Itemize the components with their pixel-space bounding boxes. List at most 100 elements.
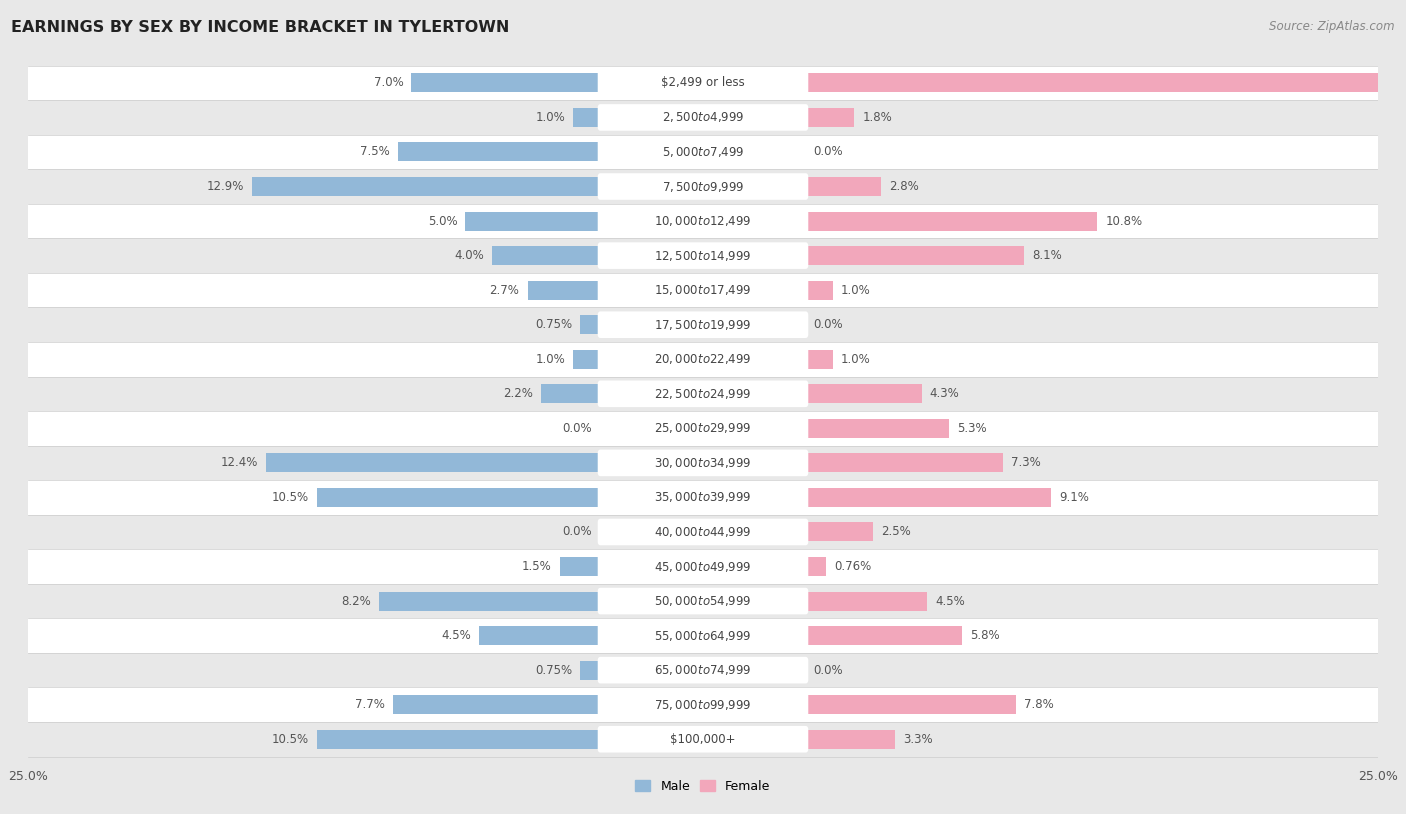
Text: 0.75%: 0.75% — [534, 663, 572, 676]
Bar — [28, 549, 1378, 584]
Text: 2.7%: 2.7% — [489, 283, 519, 296]
Bar — [266, 453, 600, 472]
Bar — [28, 342, 1378, 377]
Bar — [806, 177, 882, 196]
Text: 5.0%: 5.0% — [427, 215, 457, 228]
Bar — [806, 557, 827, 576]
Text: 12.4%: 12.4% — [221, 457, 257, 470]
FancyBboxPatch shape — [598, 104, 808, 131]
FancyBboxPatch shape — [598, 138, 808, 165]
Bar — [380, 592, 600, 610]
Text: $7,500 to $9,999: $7,500 to $9,999 — [662, 180, 744, 194]
Bar — [28, 584, 1378, 619]
Text: $22,500 to $24,999: $22,500 to $24,999 — [654, 387, 752, 400]
FancyBboxPatch shape — [598, 243, 808, 269]
Bar — [412, 73, 600, 92]
FancyBboxPatch shape — [598, 208, 808, 234]
Bar — [806, 695, 1017, 714]
Bar — [28, 619, 1378, 653]
Text: 2.2%: 2.2% — [503, 387, 533, 400]
Bar — [806, 592, 927, 610]
Bar — [28, 100, 1378, 134]
Text: 10.8%: 10.8% — [1105, 215, 1142, 228]
FancyBboxPatch shape — [598, 380, 808, 407]
Bar — [806, 281, 832, 300]
Text: 1.0%: 1.0% — [841, 352, 870, 365]
Bar — [28, 273, 1378, 308]
Bar — [28, 411, 1378, 445]
Bar — [28, 377, 1378, 411]
Text: $75,000 to $99,999: $75,000 to $99,999 — [654, 698, 752, 711]
Text: 4.5%: 4.5% — [441, 629, 471, 642]
Text: 1.0%: 1.0% — [536, 111, 565, 124]
Bar — [806, 730, 894, 749]
Text: $55,000 to $64,999: $55,000 to $64,999 — [654, 628, 752, 642]
Text: 1.8%: 1.8% — [862, 111, 891, 124]
FancyBboxPatch shape — [598, 726, 808, 753]
Bar — [316, 488, 600, 507]
FancyBboxPatch shape — [598, 657, 808, 684]
Text: $10,000 to $12,499: $10,000 to $12,499 — [654, 214, 752, 228]
Text: 5.3%: 5.3% — [956, 422, 987, 435]
Text: $17,500 to $19,999: $17,500 to $19,999 — [654, 317, 752, 332]
Text: $25,000 to $29,999: $25,000 to $29,999 — [654, 422, 752, 435]
Text: $2,499 or less: $2,499 or less — [661, 77, 745, 90]
Text: Source: ZipAtlas.com: Source: ZipAtlas.com — [1270, 20, 1395, 33]
Bar — [28, 134, 1378, 169]
Bar — [492, 246, 600, 265]
Text: 4.0%: 4.0% — [454, 249, 484, 262]
Text: $45,000 to $49,999: $45,000 to $49,999 — [654, 559, 752, 574]
Text: 1.5%: 1.5% — [522, 560, 551, 573]
Bar — [581, 315, 600, 335]
Text: $35,000 to $39,999: $35,000 to $39,999 — [654, 490, 752, 505]
Text: 7.5%: 7.5% — [360, 146, 389, 159]
Text: 0.0%: 0.0% — [562, 526, 592, 539]
FancyBboxPatch shape — [598, 415, 808, 442]
Text: $100,000+: $100,000+ — [671, 733, 735, 746]
Bar — [28, 239, 1378, 273]
Bar — [28, 688, 1378, 722]
Text: 3.3%: 3.3% — [903, 733, 932, 746]
Bar — [806, 453, 1002, 472]
Bar — [28, 204, 1378, 239]
Text: 9.1%: 9.1% — [1059, 491, 1090, 504]
Bar — [581, 661, 600, 680]
Bar — [28, 480, 1378, 514]
Bar — [574, 108, 600, 127]
Bar — [806, 212, 1097, 230]
Bar — [574, 350, 600, 369]
FancyBboxPatch shape — [598, 554, 808, 580]
Bar — [28, 66, 1378, 100]
Text: 7.0%: 7.0% — [374, 77, 404, 90]
Text: 1.0%: 1.0% — [536, 352, 565, 365]
Text: 0.0%: 0.0% — [814, 318, 844, 331]
Text: $30,000 to $34,999: $30,000 to $34,999 — [654, 456, 752, 470]
FancyBboxPatch shape — [598, 691, 808, 718]
Text: 4.3%: 4.3% — [929, 387, 959, 400]
Text: 5.8%: 5.8% — [970, 629, 1000, 642]
Text: 2.8%: 2.8% — [889, 180, 920, 193]
FancyBboxPatch shape — [598, 173, 808, 199]
Text: 7.3%: 7.3% — [1011, 457, 1040, 470]
Text: $5,000 to $7,499: $5,000 to $7,499 — [662, 145, 744, 159]
Text: 0.75%: 0.75% — [534, 318, 572, 331]
Bar — [398, 142, 600, 161]
Bar — [806, 488, 1052, 507]
Bar — [527, 281, 600, 300]
Text: $2,500 to $4,999: $2,500 to $4,999 — [662, 111, 744, 125]
Text: 12.9%: 12.9% — [207, 180, 245, 193]
Text: $40,000 to $44,999: $40,000 to $44,999 — [654, 525, 752, 539]
FancyBboxPatch shape — [598, 312, 808, 338]
Bar — [806, 108, 855, 127]
Text: 2.5%: 2.5% — [882, 526, 911, 539]
Text: 0.76%: 0.76% — [834, 560, 872, 573]
Text: 0.0%: 0.0% — [814, 146, 844, 159]
Text: 7.7%: 7.7% — [354, 698, 384, 711]
Text: EARNINGS BY SEX BY INCOME BRACKET IN TYLERTOWN: EARNINGS BY SEX BY INCOME BRACKET IN TYL… — [11, 20, 509, 35]
Bar — [316, 730, 600, 749]
Bar — [806, 626, 962, 646]
Text: 8.2%: 8.2% — [342, 594, 371, 607]
Bar — [28, 445, 1378, 480]
Text: 10.5%: 10.5% — [271, 733, 309, 746]
Text: $50,000 to $54,999: $50,000 to $54,999 — [654, 594, 752, 608]
